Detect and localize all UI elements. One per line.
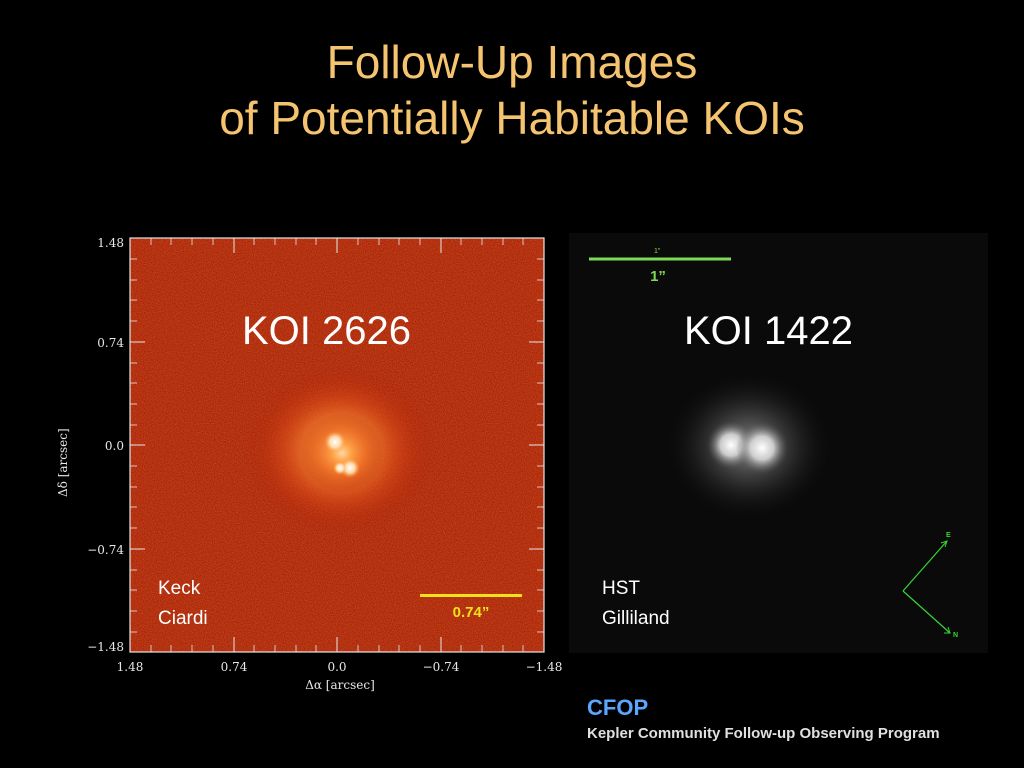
x-axis-label: Δα [arcsec] (305, 678, 375, 692)
hst-object-label: KOI 1422 (684, 309, 854, 353)
title-line-2: of Potentially Habitable KOIs (219, 92, 805, 144)
keck-credit-observer: Ciardi (158, 608, 208, 629)
keck-scale-bar (420, 594, 522, 597)
x-tick-label: −1.48 (525, 660, 563, 674)
keck-image-graphic (130, 238, 544, 652)
hst-scale-label: 1” (650, 268, 666, 285)
cfop-logo-text: CFOP (587, 695, 649, 720)
cfop-full-name: Kepler Community Follow-up Observing Pro… (587, 725, 940, 742)
x-tick-label: 1.48 (116, 660, 144, 674)
hst-image-graphic (569, 233, 988, 653)
y-tick-label: 0.74 (97, 336, 124, 350)
keck-scale-label: 0.74” (452, 604, 490, 621)
hst-image (569, 233, 988, 653)
compass-east-label: E (946, 532, 951, 539)
keck-credit-telescope: Keck (158, 578, 201, 599)
x-tick-label: 0.74 (220, 660, 248, 674)
y-tick-label: 0.0 (104, 439, 124, 453)
hst-scale-label-small: 1" (654, 248, 661, 255)
keck-credit: Keck Ciardi (158, 574, 208, 634)
compass-north-label: N (953, 632, 959, 639)
x-tick-label: −0.74 (422, 660, 460, 674)
keck-image (130, 238, 544, 652)
title-line-1: Follow-Up Images (326, 36, 698, 88)
y-tick-label: −1.48 (87, 640, 124, 654)
hst-credit-telescope: HST (602, 578, 640, 599)
x-tick-label: 0.0 (327, 660, 347, 674)
y-tick-label: 1.48 (97, 236, 124, 250)
y-axis-label: Δδ [arcsec] (56, 428, 70, 497)
slide-title: Follow-Up Images of Potentially Habitabl… (0, 34, 1024, 146)
hst-credit: HST Gilliland (602, 574, 670, 634)
hst-credit-observer: Gilliland (602, 608, 670, 629)
y-tick-label: −0.74 (87, 543, 124, 557)
keck-object-label: KOI 2626 (242, 309, 412, 353)
